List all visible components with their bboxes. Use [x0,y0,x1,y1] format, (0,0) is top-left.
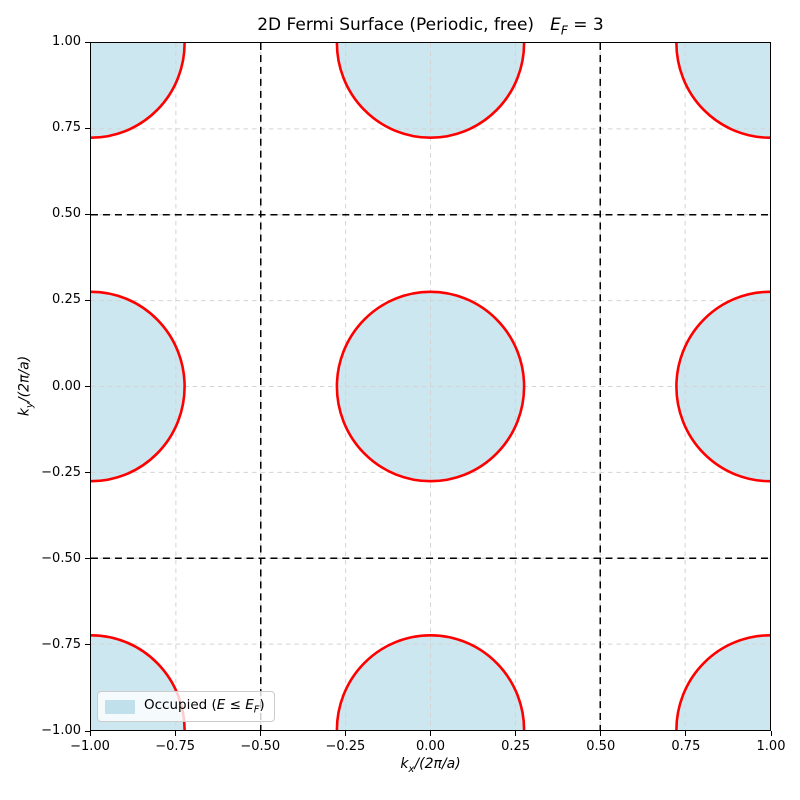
y-tick-label: −0.25 [41,464,81,480]
y-tick-mark [85,386,90,387]
x-tick-mark [430,731,431,736]
occupied-region-fill [91,43,185,138]
y-tick-mark [85,127,90,129]
x-tick-mark [515,731,517,736]
y-tick-label: 0.00 [52,378,81,394]
fermi-surface-contour [335,634,526,730]
x-tick-mark [685,731,687,736]
x-tick-label: 1.00 [756,739,786,754]
x-tick-label: −1.00 [70,739,110,754]
occupied-region-fill [676,43,770,138]
y-tick-mark [85,644,90,646]
legend-label: Occupied (E ≤ EF) [144,697,265,716]
y-tick-mark [85,213,90,215]
occupied-region-fill [676,291,770,482]
y-tick-mark [85,472,90,474]
y-tick-label: −0.75 [41,636,81,652]
title-ef-symbol: EF = 3 [550,15,604,38]
occupied-region-fill [336,43,525,138]
y-tick-label: 0.25 [52,292,81,308]
legend-swatch [105,699,135,714]
x-tick-mark [89,731,91,736]
x-tick-mark [770,731,772,736]
fermi-surface-contour [335,43,526,139]
title-text: 2D Fermi Surface (Periodic, free) [257,15,535,35]
y-tick-mark [85,41,90,43]
y-tick-label: 1.00 [52,34,81,49]
legend: Occupied (E ≤ EF) [97,691,275,722]
plot-title: 2D Fermi Surface (Periodic, free) EF = 3 [90,15,771,37]
x-tick-mark [600,731,602,736]
x-tick-label: 0.50 [586,739,616,754]
y-tick-label: −0.50 [41,550,81,566]
x-tick-label: 0.75 [671,739,701,754]
fermi-surface-contour [335,290,526,483]
occupied-region-fill [676,635,770,730]
x-tick-label: −0.75 [155,739,196,754]
x-tick-label: −0.25 [325,739,366,754]
y-tick-mark [85,299,90,301]
y-tick-label: 0.50 [52,206,81,222]
x-tick-mark [174,731,176,736]
fermi-surface-contour [91,290,186,483]
x-axis-label: kx/(2π/a) [400,756,461,775]
x-tick-label: 0.25 [501,739,531,754]
y-tick-mark [85,558,90,560]
axes: Occupied (E ≤ EF) [90,42,771,731]
x-tick-mark [259,731,261,736]
y-tick-label: 0.75 [52,120,81,136]
x-tick-mark [344,731,346,736]
x-tick-label: 0.00 [416,739,445,754]
y-tick-mark [85,730,90,732]
y-tick-label: −1.00 [41,723,81,738]
x-tick-label: −0.50 [240,739,281,754]
fermi-surface-plot [91,43,770,730]
